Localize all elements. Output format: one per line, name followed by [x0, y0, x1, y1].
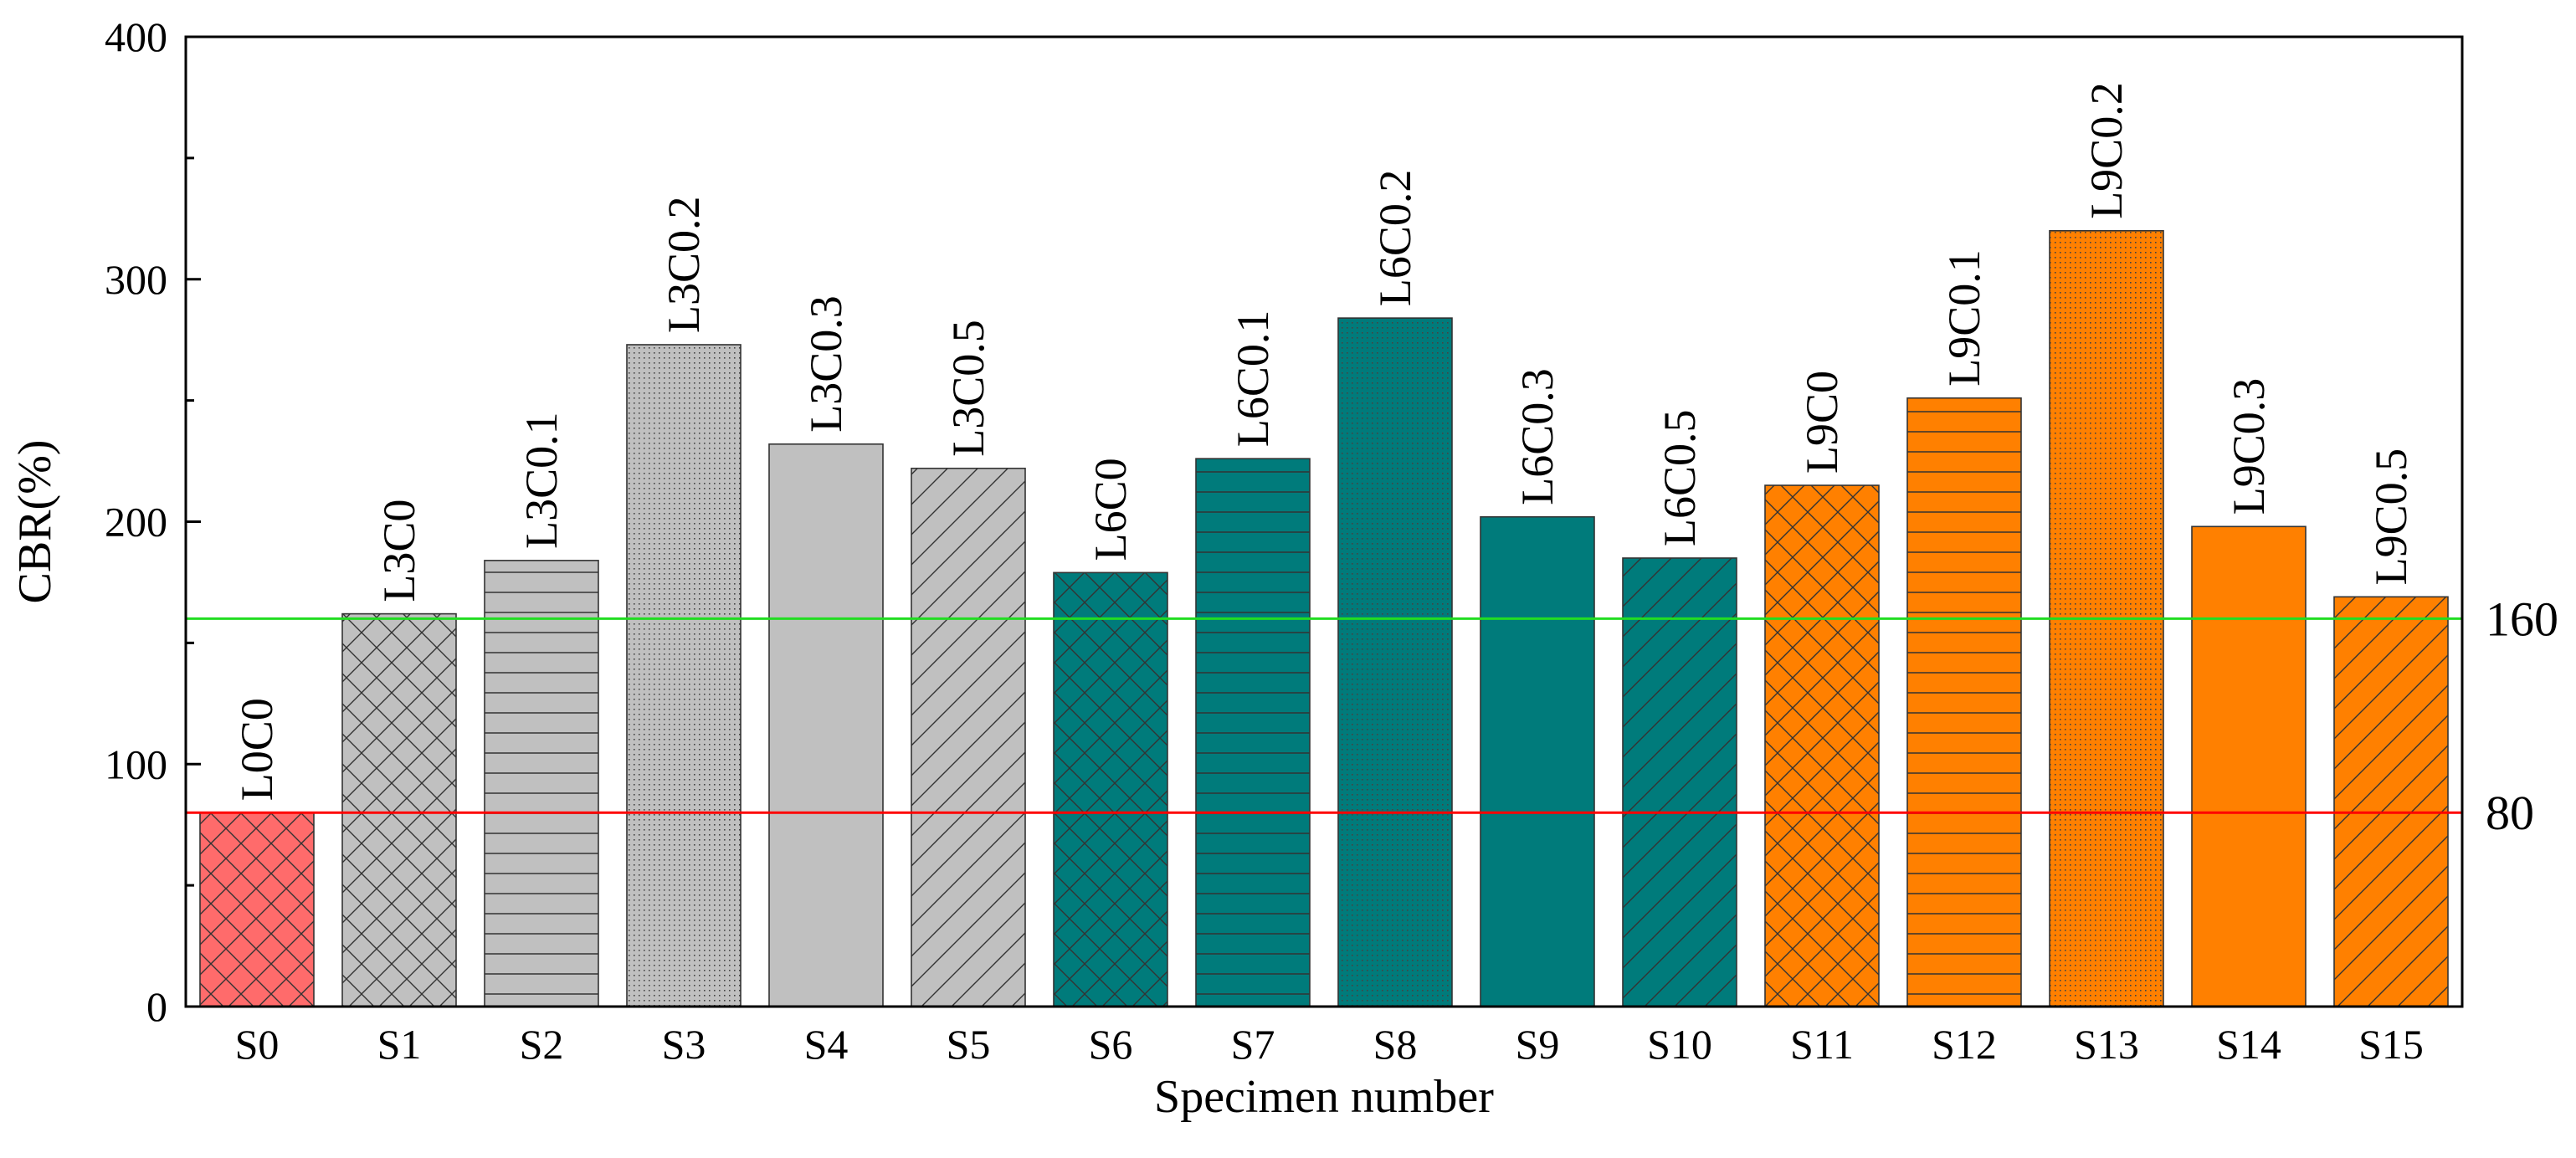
x-tick-label: S4	[804, 1021, 849, 1068]
bar-label: L0C0	[232, 698, 282, 801]
x-tick-label: S8	[1373, 1021, 1418, 1068]
bar-label: L9C0	[1797, 371, 1847, 474]
bar-label: L6C0.3	[1512, 368, 1563, 505]
bar-S10	[1622, 557, 1737, 1007]
y-tick-label: 300	[105, 256, 167, 303]
x-axis-title: Specimen number	[1154, 1071, 1494, 1123]
bar-S12	[1906, 397, 2022, 1007]
bar-S5	[911, 467, 1026, 1007]
bar-label: L6C0.2	[1370, 170, 1420, 307]
x-tick-label: S10	[1647, 1021, 1712, 1068]
bar-S8	[1337, 317, 1453, 1007]
x-tick-label: S5	[947, 1021, 991, 1068]
axes-layer: S0 S1 S2 S3 S4 S5 S6 S7 S8 S9 S10 S11 S12 S13 S14 S15 0 1…	[105, 13, 2464, 1068]
bar-label: L3C0.2	[659, 196, 709, 333]
bar-S15	[2333, 596, 2449, 1007]
bar-label: L3C0.5	[943, 320, 993, 457]
bar-label: L9C0.3	[2224, 378, 2274, 515]
bar-S0	[199, 812, 315, 1007]
y-axis-title: CBR(%)	[9, 440, 61, 604]
bar-label: L9C0.1	[1939, 249, 1989, 387]
x-tick-label: S13	[2074, 1021, 2139, 1068]
x-tick-label: S15	[2358, 1021, 2424, 1068]
bar-S3	[626, 344, 741, 1007]
bar-S9	[1480, 515, 1595, 1007]
x-tick-label: S7	[1231, 1021, 1275, 1068]
y-tick-label: 0	[146, 983, 167, 1030]
bar-label: L9C0.2	[2081, 82, 2132, 219]
bar-label: L6C0.1	[1228, 310, 1278, 448]
reference-line-label: 80	[2486, 786, 2534, 840]
x-tick-label: S2	[520, 1021, 564, 1068]
x-tick-label: S11	[1790, 1021, 1854, 1068]
x-tick-label: S14	[2216, 1021, 2281, 1068]
bar-S11	[1764, 484, 1880, 1007]
reference-lines-layer: 160 80	[186, 592, 2558, 840]
x-tick-label: S12	[1932, 1021, 1997, 1068]
bar-label: L6C0	[1085, 458, 1136, 561]
y-tick-label: 100	[105, 740, 167, 787]
bar-label: L3C0.3	[801, 295, 851, 433]
x-tick-label: S3	[662, 1021, 706, 1068]
bar-S14	[2191, 525, 2307, 1007]
x-tick-label: S6	[1089, 1021, 1133, 1068]
bar-label: L3C0.1	[516, 412, 567, 549]
reference-line-label: 160	[2486, 592, 2558, 646]
bar-label: L6C0.5	[1655, 409, 1705, 546]
bar-S6	[1053, 571, 1168, 1007]
bar-S2	[484, 560, 599, 1007]
x-tick-label: S9	[1516, 1021, 1560, 1068]
bar-S1	[341, 612, 457, 1007]
x-tick-label: S0	[235, 1021, 280, 1068]
x-tick-label: S1	[377, 1021, 422, 1068]
y-tick-label: 200	[105, 499, 167, 546]
bar-S7	[1195, 458, 1311, 1007]
bar-label: L9C0.5	[2366, 448, 2416, 586]
bar-label: L3C0	[374, 500, 424, 602]
y-tick-label: 400	[105, 13, 167, 60]
bars-layer: L0C0 L3C0 L3C0.1 L3C0.2 L3C0.3 L3C0.5 L6C0 L6C0…	[199, 82, 2449, 1007]
bar-S4	[768, 443, 884, 1007]
